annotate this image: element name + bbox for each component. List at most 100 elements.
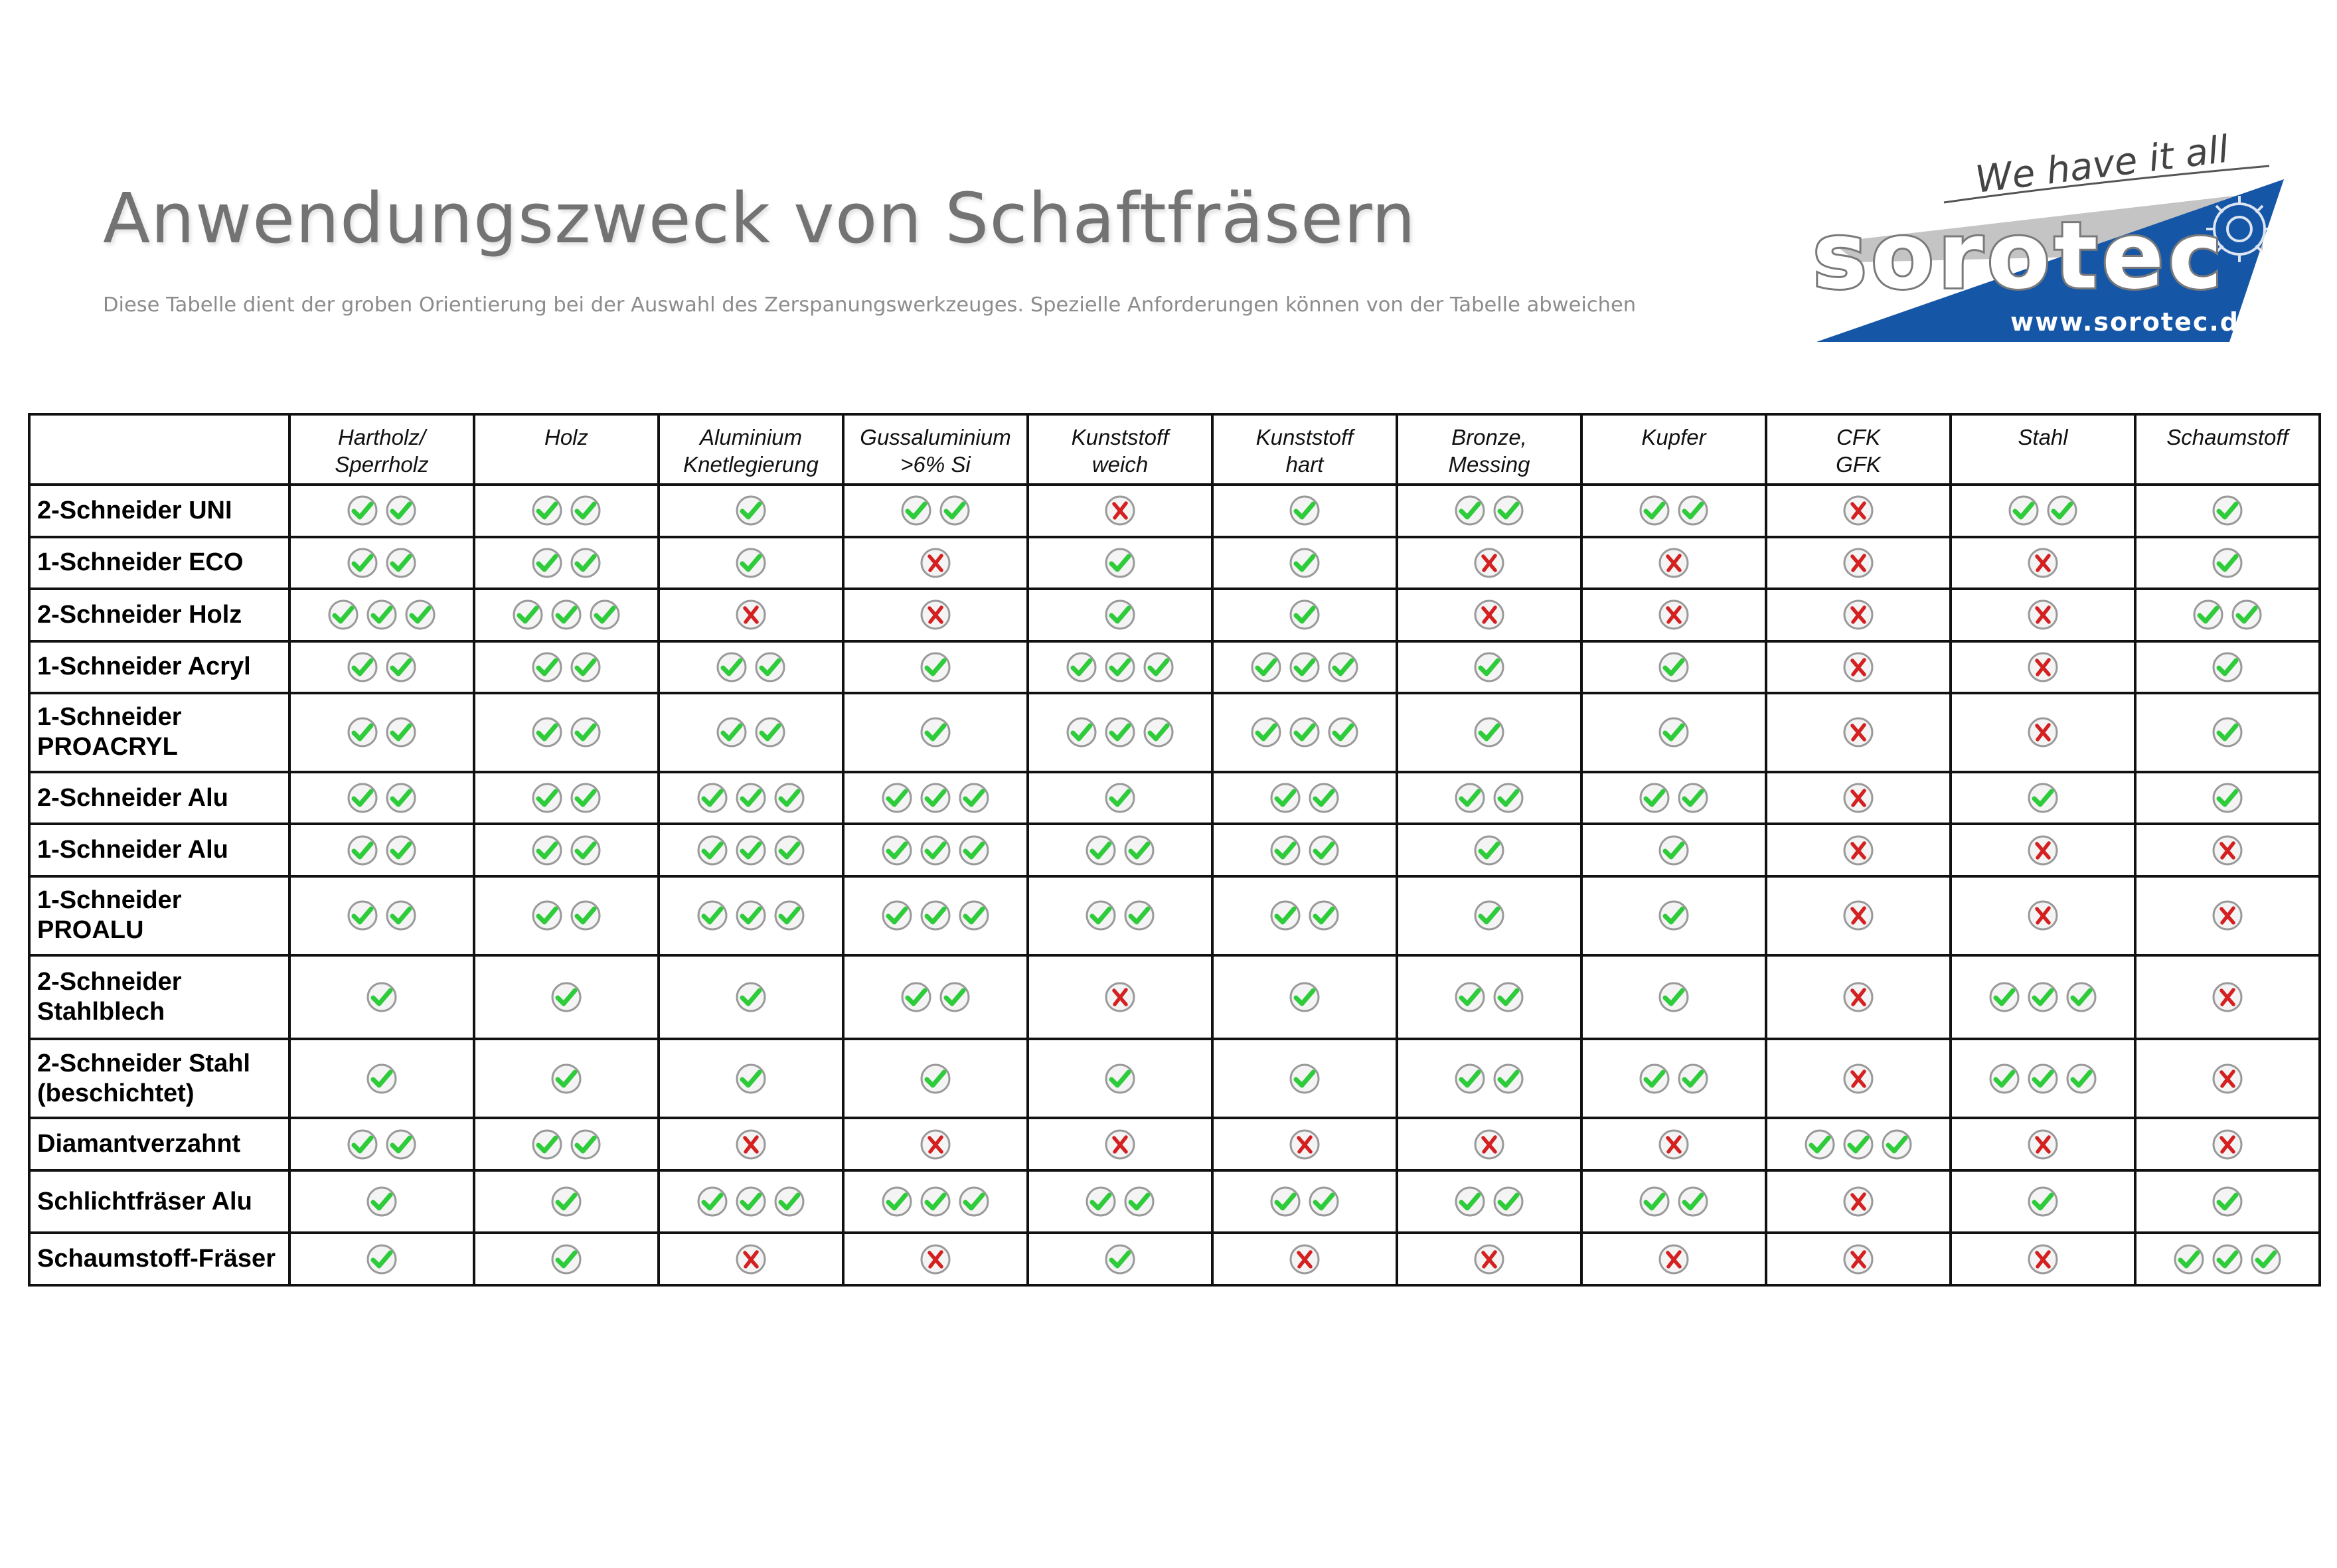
check-icon (2027, 1063, 2059, 1095)
check-icon (1677, 1186, 1709, 1217)
rating-cell (1211, 692, 1398, 773)
check-icon (366, 1243, 398, 1275)
rating-cell (1396, 953, 1583, 1041)
check-icon (1143, 651, 1174, 683)
check-icon (1639, 782, 1670, 814)
check-icon (570, 782, 602, 814)
cross-icon (920, 1243, 951, 1275)
check-icon (1639, 1186, 1670, 1217)
rating-cell (1949, 1117, 2136, 1172)
page-subtitle: Diese Tabelle dient der groben Orientier… (103, 293, 1637, 317)
cross-icon (1473, 599, 1505, 631)
rating-cell (288, 692, 475, 773)
row-label: 1-Schneider Alu (28, 823, 291, 878)
rating-cell (1026, 1117, 1214, 1172)
rating-cell (1026, 874, 1214, 957)
rating-cell (1396, 1168, 1583, 1235)
rating-cell (1765, 483, 1952, 538)
check-icon (696, 834, 728, 866)
check-icon (1123, 900, 1155, 931)
rating-cell (1765, 588, 1952, 643)
rating-cell (1580, 1168, 1767, 1235)
check-icon (1308, 834, 1340, 866)
rating-cell (1211, 770, 1398, 826)
check-icon (696, 900, 728, 931)
rating-cell (473, 1168, 660, 1235)
check-icon (716, 651, 748, 683)
rating-cell (1026, 770, 1214, 826)
rating-cell (1949, 823, 2136, 878)
rating-cell (2134, 1231, 2321, 1287)
cross-icon (2212, 1063, 2243, 1095)
rating-cell (2134, 1168, 2321, 1235)
rating-cell (657, 1168, 845, 1235)
rating-cell (2134, 692, 2321, 773)
check-icon (570, 651, 602, 683)
check-icon (2027, 1186, 2059, 1217)
check-icon (347, 547, 378, 579)
rating-cell (1396, 1231, 1583, 1287)
check-icon (1289, 716, 1321, 748)
rating-cell (1026, 692, 1214, 773)
check-icon (385, 782, 417, 814)
check-icon (531, 495, 563, 526)
check-icon (920, 900, 951, 931)
check-icon (1454, 1186, 1486, 1217)
check-icon (550, 599, 582, 631)
check-icon (570, 900, 602, 931)
check-icon (1327, 651, 1359, 683)
check-icon (1269, 900, 1301, 931)
check-icon (735, 1186, 767, 1217)
sorotec-logo: We have it all sorotec www.sorotec.de (1811, 129, 2284, 342)
check-icon (1454, 495, 1486, 526)
check-icon (570, 1129, 602, 1160)
check-icon (1988, 981, 2020, 1013)
cross-icon (1104, 981, 1136, 1013)
rating-cell (1949, 483, 2136, 538)
check-icon (1066, 716, 1097, 748)
rating-cell (473, 1117, 660, 1172)
check-icon (1104, 1063, 1136, 1095)
check-icon (2231, 599, 2263, 631)
check-icon (958, 782, 990, 814)
rating-cell (1026, 823, 1214, 878)
check-icon (347, 495, 378, 526)
check-icon (1473, 834, 1505, 866)
rating-cell (288, 823, 475, 878)
check-icon (2173, 1243, 2205, 1275)
rating-cell (1026, 1038, 1214, 1120)
rating-cell (1949, 588, 2136, 643)
rating-cell (1580, 588, 1767, 643)
rating-cell (842, 1117, 1029, 1172)
check-icon (958, 1186, 990, 1217)
check-icon (1289, 495, 1321, 526)
check-icon (1677, 495, 1709, 526)
rating-cell (473, 823, 660, 878)
rating-cell (657, 535, 845, 591)
table-row: 1-Schneider PROACRYL (28, 692, 2321, 773)
rating-cell (1580, 1038, 1767, 1120)
row-label: 2-Schneider UNI (28, 483, 291, 538)
check-icon (2046, 495, 2078, 526)
rating-cell (1026, 1168, 1214, 1235)
check-icon (773, 1186, 805, 1217)
cross-icon (1842, 716, 1874, 748)
check-icon (920, 834, 951, 866)
check-icon (1473, 716, 1505, 748)
check-icon (1454, 981, 1486, 1013)
cross-icon (2212, 981, 2243, 1013)
check-icon (1308, 782, 1340, 814)
cross-icon (735, 1243, 767, 1275)
check-icon (531, 651, 563, 683)
rating-cell (1949, 1038, 2136, 1120)
rating-cell (1580, 535, 1767, 591)
rating-cell (2134, 1038, 2321, 1120)
cross-icon (1842, 1186, 1874, 1217)
cross-icon (1842, 782, 1874, 814)
rating-cell (842, 953, 1029, 1041)
check-icon (735, 782, 767, 814)
rating-cell (288, 770, 475, 826)
matrix-body: 2-Schneider UNI 1-Schneider ECO 2-Schneide… (28, 483, 2321, 1287)
rating-cell (842, 588, 1029, 643)
check-icon (2008, 495, 2040, 526)
